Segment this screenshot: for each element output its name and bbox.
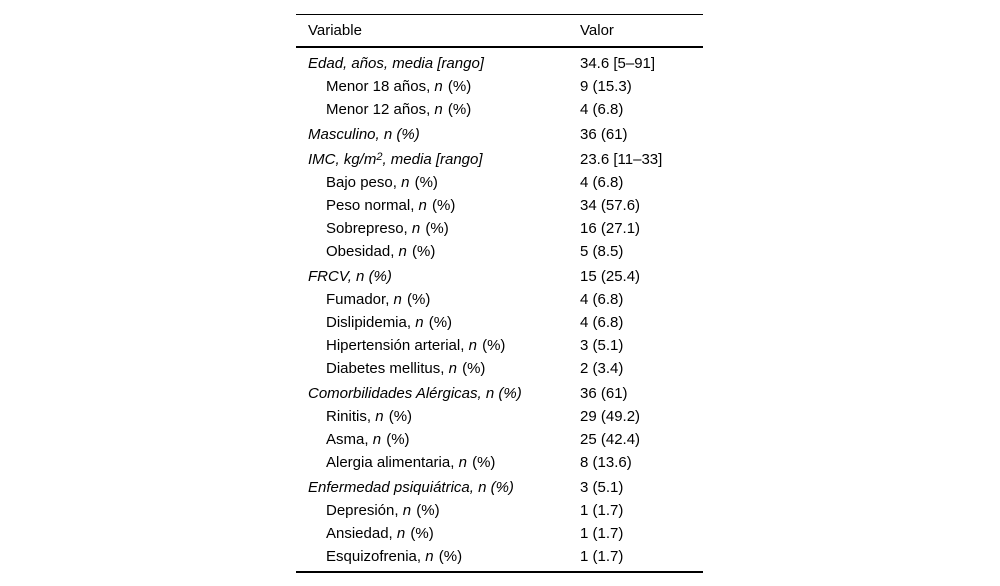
- row-variable-label: Diabetes mellitus, n (%): [326, 360, 486, 377]
- row-value: 1 (1.7): [580, 502, 624, 519]
- table-row: Menor 12 años, n (%) 4 (6.8): [296, 98, 703, 121]
- table-row: FRCV, n (%) 15 (25.4): [296, 265, 703, 288]
- row-value: 1 (1.7): [580, 525, 624, 542]
- table-header-row: Variable Valor: [296, 15, 703, 48]
- table-row: Esquizofrenia, n (%) 1 (1.7): [296, 545, 703, 568]
- row-value: 2 (3.4): [580, 360, 624, 377]
- row-value: 4 (6.8): [580, 174, 624, 191]
- table-row: Edad, años, media [rango] 34.6 [5–91]: [296, 52, 703, 75]
- row-variable-label: Enfermedad psiquiátrica, n (%): [308, 479, 514, 496]
- row-variable-label: Depresión, n (%): [326, 502, 440, 519]
- table-row: Depresión, n (%) 1 (1.7): [296, 499, 703, 522]
- table-row: Dislipidemia, n (%) 4 (6.8): [296, 311, 703, 334]
- row-variable-label: Menor 18 años, n (%): [326, 78, 472, 95]
- row-variable-label: Asma, n (%): [326, 431, 410, 448]
- row-variable-label: Dislipidemia, n (%): [326, 314, 453, 331]
- row-value: 29 (49.2): [580, 408, 641, 425]
- row-variable-label: Sobrepreso, n (%): [326, 220, 449, 237]
- table-row: Enfermedad psiquiátrica, n (%) 3 (5.1): [296, 476, 703, 499]
- row-value: 9 (15.3): [580, 78, 632, 95]
- table-row: Menor 18 años, n (%) 9 (15.3): [296, 75, 703, 98]
- row-value: 36 (61): [580, 385, 628, 402]
- row-value: 36 (61): [580, 126, 628, 143]
- row-value: 15 (25.4): [580, 268, 641, 285]
- patient-characteristics-table: Variable Valor Edad, años, media [rango]…: [296, 14, 703, 573]
- column-header-variable: Variable: [308, 22, 362, 39]
- row-variable-label: Hipertensión arterial, n (%): [326, 337, 506, 354]
- table-row: Fumador, n (%) 4 (6.8): [296, 288, 703, 311]
- row-variable-label: Fumador, n (%): [326, 291, 431, 308]
- row-variable-label: Peso normal, n (%): [326, 197, 456, 214]
- row-value: 16 (27.1): [580, 220, 641, 237]
- table-row: Sobrepreso, n (%) 16 (27.1): [296, 217, 703, 240]
- table-row: Rinitis, n (%) 29 (49.2): [296, 405, 703, 428]
- row-value: 1 (1.7): [580, 548, 624, 565]
- row-variable-label: IMC, kg/m2, media [rango]: [308, 151, 483, 168]
- row-variable-label: Ansiedad, n (%): [326, 525, 434, 542]
- row-value: 4 (6.8): [580, 101, 624, 118]
- row-value: 34.6 [5–91]: [580, 55, 656, 72]
- row-value: 25 (42.4): [580, 431, 641, 448]
- table-row: Hipertensión arterial, n (%) 3 (5.1): [296, 334, 703, 357]
- table-row: Obesidad, n (%) 5 (8.5): [296, 240, 703, 263]
- table-row: Asma, n (%) 25 (42.4): [296, 428, 703, 451]
- table-row: Diabetes mellitus, n (%) 2 (3.4): [296, 357, 703, 380]
- row-variable-label: Menor 12 años, n (%): [326, 101, 472, 118]
- table-body: Edad, años, media [rango] 34.6 [5–91] Meno…: [296, 48, 703, 573]
- row-value: 5 (8.5): [580, 243, 624, 260]
- row-variable-label: Obesidad, n (%): [326, 243, 436, 260]
- row-value: 23.6 [11–33]: [580, 151, 663, 168]
- table-row: IMC, kg/m2, media [rango] 23.6 [11–33]: [296, 148, 703, 171]
- row-value: 4 (6.8): [580, 291, 624, 308]
- row-value: 4 (6.8): [580, 314, 624, 331]
- column-header-valor: Valor: [580, 22, 614, 39]
- row-value: 8 (13.6): [580, 454, 632, 471]
- row-variable-label: Bajo peso, n (%): [326, 174, 438, 191]
- row-variable-label: Esquizofrenia, n (%): [326, 548, 463, 565]
- table-row: Ansiedad, n (%) 1 (1.7): [296, 522, 703, 545]
- row-value: 3 (5.1): [580, 337, 624, 354]
- row-value: 3 (5.1): [580, 479, 624, 496]
- table-row: Masculino, n (%) 36 (61): [296, 123, 703, 146]
- row-variable-label: FRCV, n (%): [308, 268, 392, 285]
- row-variable-label: Edad, años, media [rango]: [308, 55, 484, 72]
- row-variable-label: Masculino, n (%): [308, 126, 420, 143]
- row-variable-label: Rinitis, n (%): [326, 408, 413, 425]
- table-row: Alergia alimentaria, n (%) 8 (13.6): [296, 451, 703, 474]
- table-row: Peso normal, n (%) 34 (57.6): [296, 194, 703, 217]
- row-value: 34 (57.6): [580, 197, 641, 214]
- row-variable-label: Comorbilidades Alérgicas, n (%): [308, 385, 522, 402]
- row-variable-label: Alergia alimentaria, n (%): [326, 454, 496, 471]
- table-row: Bajo peso, n (%) 4 (6.8): [296, 171, 703, 194]
- table-row: Comorbilidades Alérgicas, n (%) 36 (61): [296, 382, 703, 405]
